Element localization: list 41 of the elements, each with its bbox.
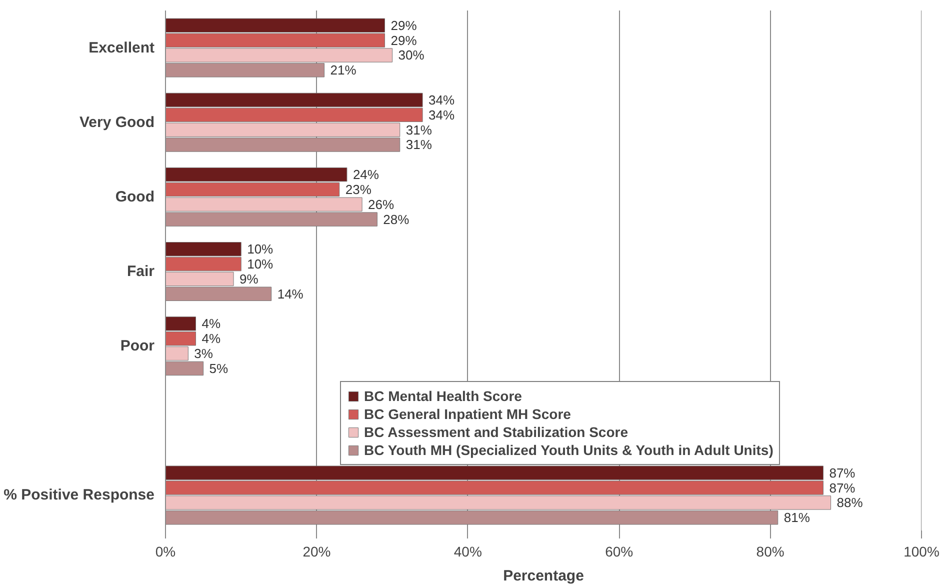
data-label: 28% (383, 212, 410, 227)
y-tick-label: Excellent (88, 39, 155, 56)
legend-label: BC Mental Health Score (364, 388, 522, 404)
x-tick-label: 100% (904, 544, 940, 560)
x-tick-label: 60% (605, 544, 634, 560)
data-label: 30% (398, 48, 425, 63)
data-label: 4% (202, 316, 221, 332)
data-label: 31% (406, 122, 432, 138)
x-tick-label: 80% (756, 544, 784, 560)
legend-label: BC Assessment and Stabilization Score (364, 424, 628, 440)
data-label: 34% (428, 92, 455, 108)
data-label: 87% (829, 480, 856, 496)
x-tick-label: 0% (155, 544, 176, 560)
y-tick-label: Good (115, 188, 154, 206)
data-label: 34% (428, 107, 455, 122)
data-label: 24% (352, 167, 380, 182)
data-label: 9% (240, 271, 259, 286)
data-label: 10% (247, 242, 274, 257)
data-label: 3% (194, 346, 214, 362)
data-label: 23% (345, 182, 372, 197)
data-label: 14% (277, 286, 304, 302)
data-label: 10% (247, 256, 274, 272)
data-label: 31% (406, 137, 432, 152)
data-label: 87% (829, 465, 856, 480)
y-tick-label: Fair (126, 263, 155, 280)
y-tick-label: % Positive Response (4, 486, 155, 504)
x-tick-label: 20% (302, 544, 331, 560)
legend-label: BC Youth MH (Specialized Youth Units & Youth in Adult Units) (364, 442, 774, 458)
data-label: 88% (836, 495, 864, 510)
data-label: 81% (784, 510, 810, 526)
data-label: 5% (209, 360, 229, 376)
x-tick-label: 40% (454, 544, 482, 560)
data-label: 29% (390, 32, 418, 48)
legend-label: BC General Inpatient MH Score (364, 406, 571, 422)
x-axis-title: Percentage (503, 568, 584, 584)
data-label: 29% (390, 18, 418, 33)
y-tick-label: Poor (120, 338, 155, 355)
data-label: 4% (202, 331, 221, 346)
data-label: 26% (368, 196, 395, 212)
data-label: 21% (330, 62, 357, 78)
y-tick-label: Very Good (79, 114, 155, 131)
